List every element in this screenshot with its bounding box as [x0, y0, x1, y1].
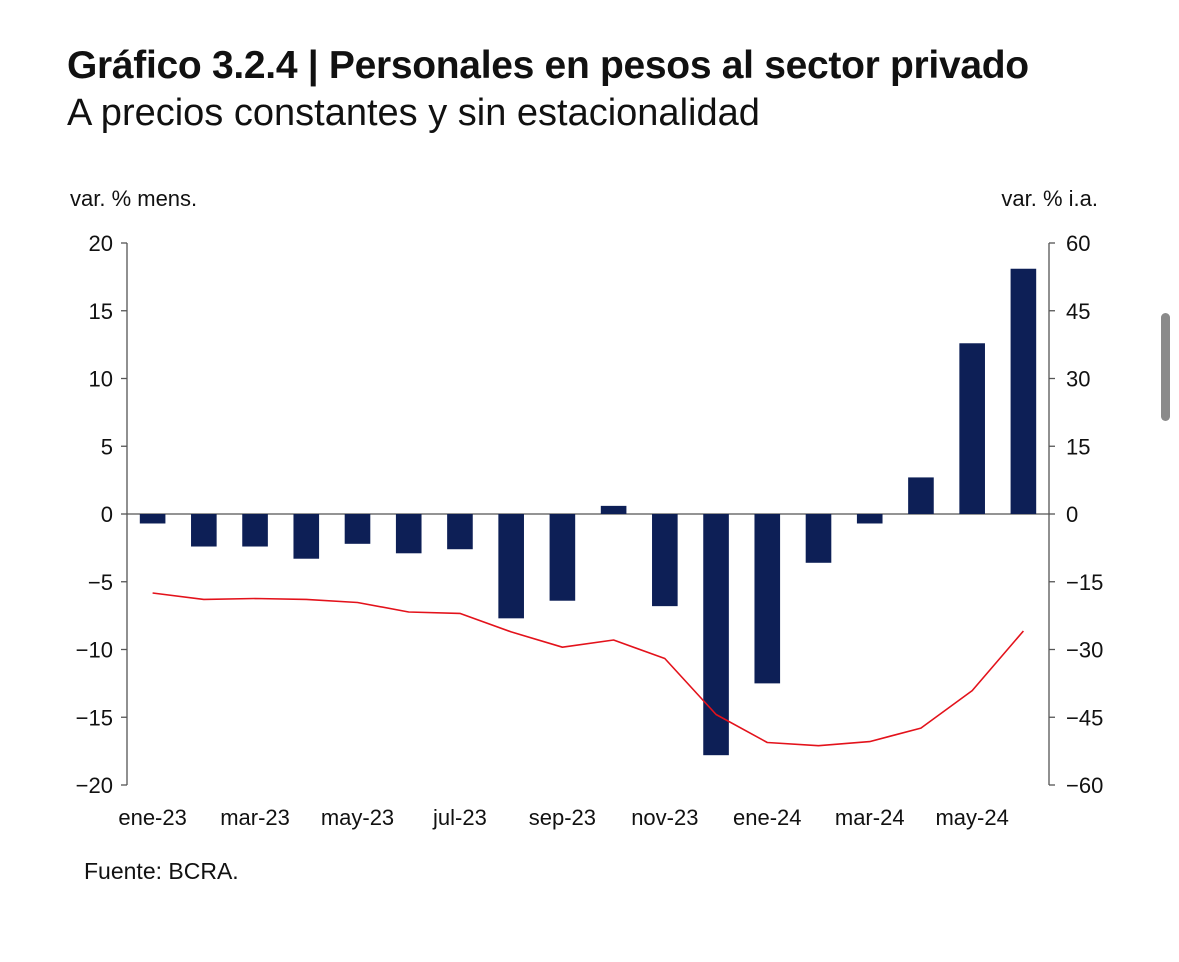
bar [293, 514, 320, 559]
right-axis-unit-label: var. % i.a. [1001, 186, 1098, 211]
bar [395, 514, 422, 554]
left-tick-label: −10 [76, 638, 113, 663]
left-tick-label: −20 [76, 773, 113, 798]
bar [1010, 268, 1037, 514]
right-tick-label: 15 [1066, 434, 1090, 459]
right-tick-label: 0 [1066, 502, 1078, 527]
left-axis-unit-label: var. % mens. [70, 186, 197, 211]
x-tick-label: ene-23 [118, 805, 187, 830]
bar [498, 514, 524, 619]
bar [652, 514, 678, 607]
x-tick-label: nov-23 [631, 805, 698, 830]
line-series [152, 592, 1025, 747]
right-tick-label: −15 [1066, 570, 1103, 595]
bar [856, 514, 883, 524]
left-tick-label: 0 [101, 502, 113, 527]
x-tick-label: jul-23 [432, 805, 487, 830]
chart-subtitle: A precios constantes y sin estacionalida… [67, 92, 760, 134]
x-tick-label: mar-23 [220, 805, 290, 830]
left-tick-label: −5 [88, 570, 113, 595]
bar [242, 514, 268, 547]
bar [908, 477, 934, 514]
tick-labels: 20 15 10 5 0 −5 −10 −15 −20 60 45 30 15 0 −15 −30 −45 −60… [76, 231, 1104, 830]
x-tick-label: may-23 [321, 805, 394, 830]
left-tick-label: 15 [89, 299, 113, 324]
chart-title: Gráfico 3.2.4 | Personales en pesos al s… [67, 44, 1029, 87]
right-tick-label: −30 [1066, 638, 1103, 663]
bar [805, 514, 832, 563]
right-tick-label: −60 [1066, 773, 1103, 798]
right-tick-label: −45 [1066, 705, 1103, 730]
x-tick-label: sep-23 [529, 805, 596, 830]
bar [191, 514, 217, 547]
axes [121, 242, 1055, 786]
right-tick-label: 45 [1066, 299, 1090, 324]
left-tick-label: −15 [76, 705, 113, 730]
yoy-line [152, 592, 1025, 747]
x-tick-label: ene-24 [733, 805, 802, 830]
bar [344, 514, 371, 544]
left-tick-label: 20 [89, 231, 113, 256]
bar [139, 514, 166, 524]
scrollbar-thumb[interactable] [1161, 313, 1170, 421]
left-tick-label: 5 [101, 434, 113, 459]
right-tick-label: 30 [1066, 367, 1090, 392]
source-note: Fuente: BCRA. [84, 858, 239, 884]
bar [754, 514, 781, 684]
bar [447, 514, 473, 550]
bar-series [139, 268, 1037, 756]
x-tick-label: mar-24 [835, 805, 905, 830]
x-tick-label: may-24 [935, 805, 1008, 830]
bar [959, 343, 985, 514]
bar [549, 514, 576, 601]
left-tick-label: 10 [89, 367, 113, 392]
right-tick-label: 60 [1066, 231, 1090, 256]
bar [600, 505, 627, 514]
